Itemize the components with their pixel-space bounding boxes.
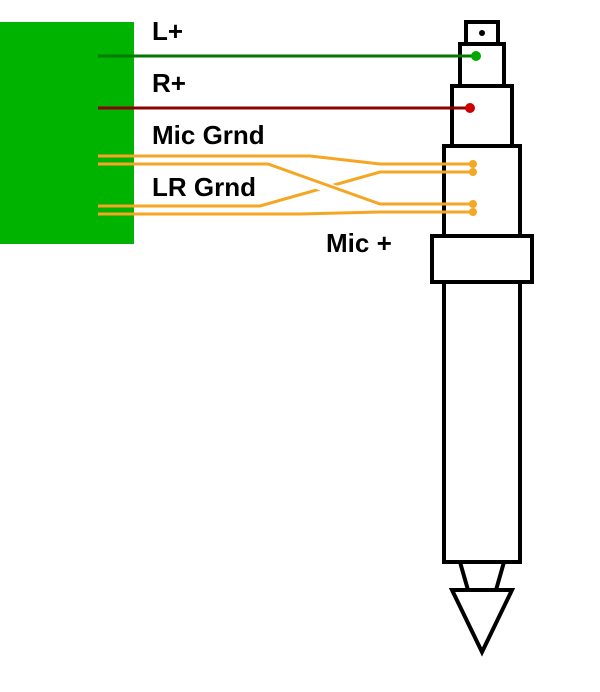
audio-jack <box>432 22 532 652</box>
jack-ring2 <box>452 86 512 146</box>
jack-barrel <box>444 282 520 562</box>
jack-notch <box>460 562 504 590</box>
dot-lr-grnd-b <box>469 208 477 216</box>
dot-left <box>471 51 481 61</box>
dot-mic-grnd-a <box>469 160 477 168</box>
crossover-mask <box>300 178 340 192</box>
label-left: L+ <box>152 16 183 46</box>
label-right: R+ <box>152 68 186 98</box>
jack-ring1 <box>460 44 504 86</box>
label-lr-grnd: LR Grnd <box>152 172 256 202</box>
label-mic-plus: Mic + <box>326 228 392 258</box>
jack-sleeve <box>444 146 520 236</box>
dot-mic-grnd-b <box>469 200 477 208</box>
jack-tip-dot <box>479 30 485 36</box>
dot-right <box>465 103 475 113</box>
dot-lr-grnd-a <box>469 168 477 176</box>
jack-collar <box>432 236 532 282</box>
label-mic-grnd: Mic Grnd <box>152 120 265 150</box>
wiring-diagram: L+ R+ Mic Grnd LR Grnd Mic + <box>0 0 600 692</box>
jack-tip-point <box>452 590 512 652</box>
